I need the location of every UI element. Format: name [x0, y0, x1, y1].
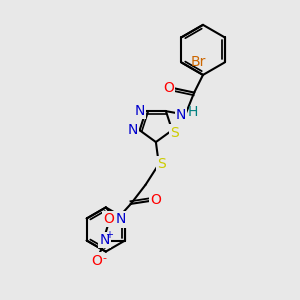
Text: -: -	[102, 253, 106, 263]
Text: Br: Br	[190, 56, 206, 69]
Text: N: N	[176, 108, 186, 122]
Text: N: N	[128, 123, 138, 137]
Text: O: O	[92, 254, 102, 268]
Text: H: H	[188, 105, 198, 119]
Text: N: N	[134, 104, 145, 118]
Text: N: N	[99, 233, 110, 247]
Text: +: +	[105, 230, 113, 240]
Text: H: H	[104, 212, 115, 226]
Text: O: O	[163, 81, 174, 95]
Text: O: O	[150, 193, 161, 207]
Text: O: O	[103, 212, 114, 226]
Text: S: S	[170, 126, 179, 140]
Text: N: N	[116, 212, 126, 226]
Text: S: S	[158, 157, 166, 171]
